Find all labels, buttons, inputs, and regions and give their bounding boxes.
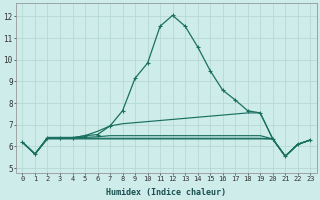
X-axis label: Humidex (Indice chaleur): Humidex (Indice chaleur) (106, 188, 226, 197)
